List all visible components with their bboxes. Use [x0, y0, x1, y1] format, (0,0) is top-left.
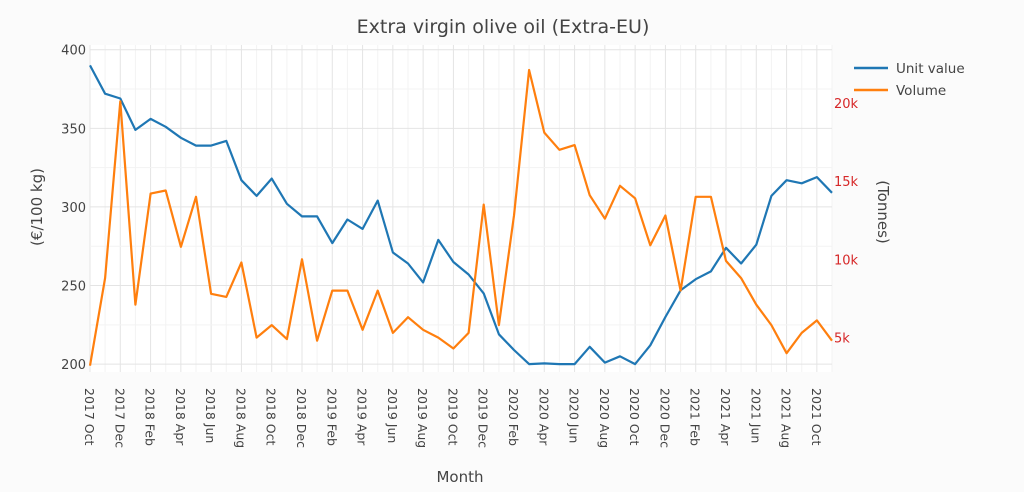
x-tick-label: 2021 Jun — [748, 388, 763, 443]
y-axis-left-ticks: 200 250 300 350 400 — [61, 44, 86, 373]
y-left-tick-label: 350 — [61, 122, 86, 137]
x-tick-label: 2019 Feb — [324, 388, 339, 446]
x-tick-label: 2020 Feb — [506, 388, 521, 446]
x-tick-label: 2017 Dec — [112, 388, 127, 448]
x-tick-label: 2020 Apr — [536, 388, 551, 446]
x-tick-label: 2018 Oct — [264, 388, 279, 445]
legend-label-unit-value: Unit value — [896, 61, 965, 77]
series-layer — [88, 64, 833, 366]
chart-title: Extra virgin olive oil (Extra-EU) — [357, 16, 650, 38]
x-tick-label: 2020 Dec — [657, 388, 672, 448]
y-axis-right-title: (Tonnes) — [874, 180, 892, 244]
y-axis-right-ticks: 5k 10k 15k 20k — [834, 97, 859, 347]
x-tick-label: 2019 Dec — [476, 388, 491, 448]
y-left-tick-label: 200 — [61, 358, 86, 373]
y-right-tick-label: 5k — [834, 332, 850, 347]
x-axis-ticks: 2017 Oct 2017 Dec 2018 Feb 2018 Apr 2018 Jun… — [82, 388, 824, 448]
x-tick-label: 2020 Oct — [627, 388, 642, 445]
x-tick-label: 2018 Feb — [143, 388, 158, 446]
y-right-tick-label: 15k — [834, 175, 859, 190]
x-tick-label: 2021 Aug — [779, 388, 794, 448]
x-tick-label: 2018 Jun — [203, 388, 218, 443]
x-tick-label: 2019 Aug — [415, 388, 430, 448]
y-left-tick-label: 300 — [61, 201, 86, 216]
x-tick-label: 2021 Apr — [718, 388, 733, 446]
legend-label-volume: Volume — [896, 83, 946, 99]
legend: Unit value Volume — [854, 61, 965, 99]
y-axis-left-title: (€/100 kg) — [28, 168, 46, 246]
series-line-volume — [88, 68, 833, 366]
x-tick-label: 2017 Oct — [82, 388, 97, 445]
x-tick-label: 2021 Oct — [809, 388, 824, 445]
y-left-tick-label: 250 — [61, 280, 86, 295]
x-tick-label: 2020 Jun — [567, 388, 582, 443]
y-right-tick-label: 10k — [834, 253, 859, 268]
x-tick-label: 2018 Aug — [233, 388, 248, 448]
y-left-tick-label: 400 — [61, 44, 86, 59]
x-tick-label: 2018 Dec — [294, 388, 309, 448]
x-tick-label: 2020 Aug — [597, 388, 612, 448]
x-tick-label: 2019 Jun — [385, 388, 400, 443]
x-tick-label: 2019 Apr — [355, 388, 370, 446]
x-tick-label: 2018 Apr — [173, 388, 188, 446]
x-tick-label: 2019 Oct — [445, 388, 460, 445]
x-tick-label: 2021 Feb — [688, 388, 703, 446]
x-axis-title: Month — [436, 468, 483, 486]
series-line-unit-value — [89, 64, 833, 366]
plot-area — [90, 45, 832, 372]
y-right-tick-label: 20k — [834, 97, 859, 112]
